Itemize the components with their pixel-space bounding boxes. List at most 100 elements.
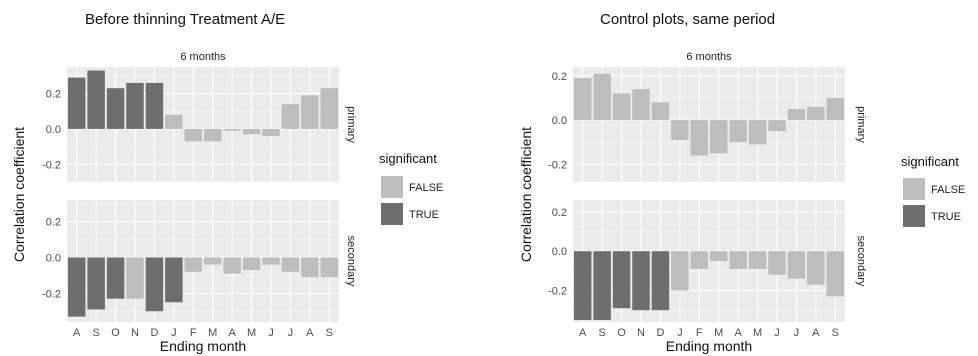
x-tick-label: D	[656, 327, 664, 339]
y-tick-label: -0.2	[548, 286, 567, 298]
x-tick-label: M	[714, 327, 723, 339]
y-tick-label: 0.2	[552, 71, 567, 83]
x-tick-label: J	[794, 327, 800, 339]
x-tick-label: A	[73, 327, 81, 339]
panel-strip-label: secondary	[345, 236, 357, 287]
bar-secondary-J	[262, 257, 280, 265]
x-tick-label: J	[171, 327, 177, 339]
legend-swatch-true	[903, 205, 925, 227]
y-tick-label: 0.0	[552, 246, 567, 258]
bar-secondary-S	[87, 257, 105, 310]
bar-secondary-A	[807, 251, 825, 285]
x-tick-label: N	[637, 327, 645, 339]
panel-secondary: -0.2 0.0 0.2 secondary	[548, 200, 867, 322]
panel-strip-label: primary	[345, 106, 357, 143]
legend-swatch-false	[903, 178, 925, 200]
x-tick-label: M	[208, 327, 217, 339]
x-tick-label: S	[92, 327, 99, 339]
bar-primary-A	[223, 128, 241, 131]
chart-title: Before thinning Treatment A/E	[85, 11, 285, 28]
bar-primary-A	[301, 95, 319, 129]
bar-secondary-J	[281, 257, 300, 272]
bar-secondary-M	[748, 251, 767, 269]
bar-primary-D	[651, 102, 670, 121]
bar-secondary-N	[632, 251, 650, 311]
y-tick-label: 0.2	[552, 207, 567, 219]
x-tick-label: A	[306, 327, 314, 339]
bar-primary-J	[787, 109, 806, 121]
x-axis-title: Ending month	[666, 338, 752, 354]
y-tick-label: 0.2	[46, 89, 61, 101]
legend: significant FALSE TRUE	[379, 151, 443, 225]
y-tick-label: -0.2	[548, 159, 567, 171]
panel-background	[573, 67, 845, 182]
chart-2: Control plots, same period 6 months -0.2 0.…	[518, 11, 965, 354]
legend-label-false: FALSE	[409, 182, 443, 194]
bar-primary-M	[709, 120, 728, 154]
bar-primary-M	[203, 128, 222, 142]
x-tick-label: J	[268, 327, 274, 339]
x-tick-label: A	[812, 327, 820, 339]
x-tick-label: N	[131, 327, 139, 339]
legend-label-true: TRUE	[931, 211, 961, 223]
bar-secondary-A	[67, 257, 86, 317]
bar-secondary-D	[145, 257, 164, 312]
bar-primary-A	[807, 106, 825, 121]
bar-primary-M	[748, 120, 767, 145]
bar-primary-J	[165, 114, 183, 129]
bar-primary-J	[671, 120, 689, 140]
x-tick-label: J	[677, 327, 683, 339]
x-axis-title: Ending month	[160, 338, 246, 354]
legend-label-false: FALSE	[931, 184, 965, 196]
panel-primary: -0.2 0.0 0.2 primary	[548, 67, 867, 182]
x-tick-label: D	[150, 327, 158, 339]
y-axis-title: Correlation coefficient	[11, 127, 27, 262]
y-tick-label: -0.2	[42, 288, 61, 300]
bar-secondary-N	[126, 257, 144, 299]
bar-primary-A	[573, 78, 592, 121]
bar-primary-N	[632, 89, 650, 121]
bar-secondary-J	[165, 257, 183, 303]
bar-secondary-J	[787, 251, 806, 279]
bar-primary-F	[184, 128, 203, 142]
bar-secondary-J	[768, 251, 786, 275]
bar-primary-F	[690, 120, 709, 156]
y-tick-label: -0.2	[42, 159, 61, 171]
bar-secondary-A	[573, 251, 592, 321]
bar-primary-D	[145, 82, 164, 129]
bar-primary-M	[242, 128, 261, 135]
charts-root: Before thinning Treatment A/E 6 months -0.…	[11, 11, 965, 354]
legend-label-true: TRUE	[409, 209, 439, 221]
bar-secondary-A	[223, 257, 241, 274]
x-tick-label: J	[288, 327, 294, 339]
x-tick-label: F	[190, 327, 197, 339]
bar-secondary-O	[612, 251, 631, 309]
legend-title: significant	[379, 151, 437, 166]
x-tick-label: M	[247, 327, 256, 339]
x-tick-label: S	[598, 327, 605, 339]
x-tick-label: M	[753, 327, 762, 339]
y-axis-title: Correlation coefficient	[518, 127, 534, 262]
panel-secondary: -0.2 0.0 0.2 secondary	[42, 200, 357, 322]
bar-secondary-M	[203, 257, 222, 265]
bar-secondary-A	[301, 257, 319, 278]
x-tick-label: O	[111, 327, 120, 339]
legend-title: significant	[901, 154, 959, 169]
chart-title: Control plots, same period	[600, 11, 775, 28]
legend-swatch-false	[381, 176, 403, 198]
bar-secondary-D	[651, 251, 670, 311]
bar-primary-A	[67, 77, 86, 129]
bar-secondary-F	[690, 251, 709, 269]
chart-1: Before thinning Treatment A/E 6 months -0.…	[11, 11, 443, 354]
bar-primary-S	[593, 73, 611, 121]
bar-secondary-M	[709, 251, 728, 261]
x-tick-label: O	[617, 327, 626, 339]
bar-primary-O	[612, 93, 631, 121]
bar-primary-O	[106, 88, 125, 129]
y-tick-label: 0.2	[46, 217, 61, 229]
bar-secondary-S	[320, 257, 339, 278]
x-tick-label: A	[734, 327, 742, 339]
legend-swatch-true	[381, 203, 403, 225]
bar-secondary-M	[242, 257, 261, 270]
